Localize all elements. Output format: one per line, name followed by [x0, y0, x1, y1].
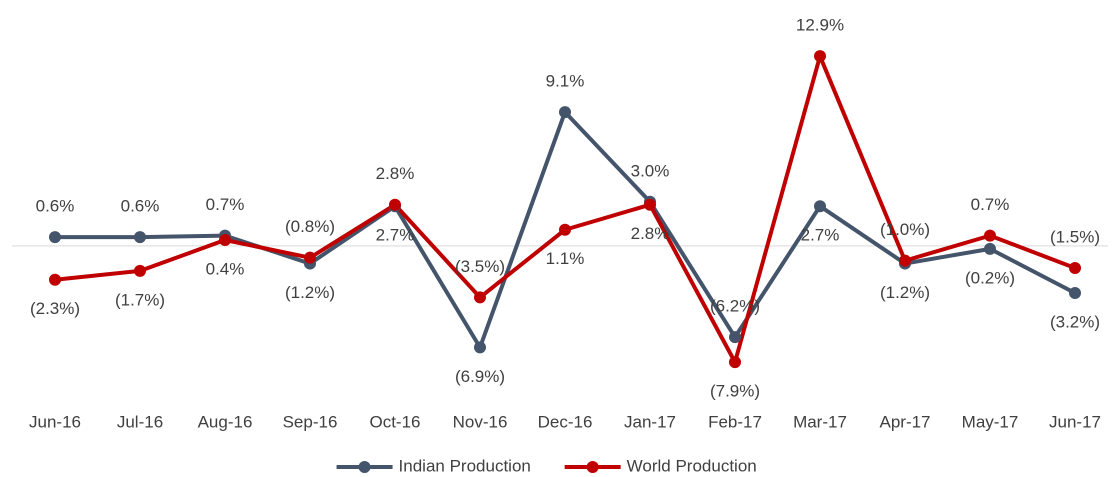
data-label: 2.7%: [801, 226, 840, 245]
data-point: [814, 200, 826, 213]
data-label: 2.8%: [631, 224, 670, 243]
data-point: [559, 223, 571, 236]
data-label: (6.9%): [455, 367, 505, 386]
data-point: [1069, 286, 1081, 299]
data-label: (1.0%): [880, 220, 930, 239]
data-point: [389, 198, 401, 211]
x-tick-label: Feb-17: [708, 412, 762, 431]
data-point: [644, 198, 656, 211]
data-point: [984, 242, 996, 255]
x-tick-label: Mar-17: [793, 412, 847, 431]
data-label: (3.2%): [1050, 312, 1100, 331]
data-point: [899, 254, 911, 267]
x-tick-label: Dec-16: [538, 412, 593, 431]
data-label: 9.1%: [546, 72, 585, 91]
data-label: (7.9%): [710, 382, 760, 401]
x-tick-label: Aug-16: [198, 412, 253, 431]
data-label: (2.3%): [30, 299, 80, 318]
data-point: [729, 331, 741, 344]
data-label: (1.5%): [1050, 227, 1100, 246]
legend-label: Indian Production: [399, 456, 531, 475]
x-tick-label: Jul-16: [117, 412, 163, 431]
data-point: [49, 273, 61, 286]
data-point: [219, 234, 231, 247]
data-label: (3.5%): [455, 257, 505, 276]
data-point: [134, 231, 146, 244]
data-label: 0.7%: [206, 195, 245, 214]
data-point: [134, 264, 146, 277]
data-label: 12.9%: [796, 16, 844, 35]
data-label: 3.0%: [631, 161, 670, 180]
data-label: 2.8%: [376, 164, 415, 183]
data-label: 2.7%: [376, 226, 415, 245]
data-label: (1.7%): [115, 290, 165, 309]
data-point: [304, 251, 316, 264]
data-label: (1.2%): [880, 283, 930, 302]
data-label: 1.1%: [546, 249, 585, 268]
data-point: [49, 231, 61, 244]
legend-marker: [586, 461, 599, 473]
data-label: 0.4%: [206, 260, 245, 279]
data-point: [729, 356, 741, 369]
data-label: 0.7%: [971, 195, 1010, 214]
x-tick-label: Oct-16: [369, 412, 420, 431]
legend-marker: [358, 461, 371, 473]
data-point: [474, 341, 486, 354]
data-label: (1.2%): [285, 283, 335, 302]
x-tick-label: Apr-17: [879, 412, 930, 431]
legend-label: World Production: [627, 456, 757, 475]
x-tick-label: Jun-17: [1049, 412, 1101, 431]
data-point: [474, 291, 486, 304]
x-tick-label: Nov-16: [453, 412, 508, 431]
data-label: 0.6%: [121, 197, 160, 216]
data-label: (0.8%): [285, 217, 335, 236]
x-tick-label: May-17: [962, 412, 1019, 431]
x-tick-label: Sep-16: [283, 412, 338, 431]
data-point: [1069, 261, 1081, 274]
data-label: (0.2%): [965, 268, 1015, 287]
x-tick-label: Jun-16: [29, 412, 81, 431]
data-point: [984, 229, 996, 242]
data-label: (6.2%): [710, 297, 760, 316]
x-tick-label: Jan-17: [624, 412, 676, 431]
data-point: [559, 106, 571, 119]
data-label: 0.6%: [36, 197, 75, 216]
data-point: [814, 50, 826, 63]
